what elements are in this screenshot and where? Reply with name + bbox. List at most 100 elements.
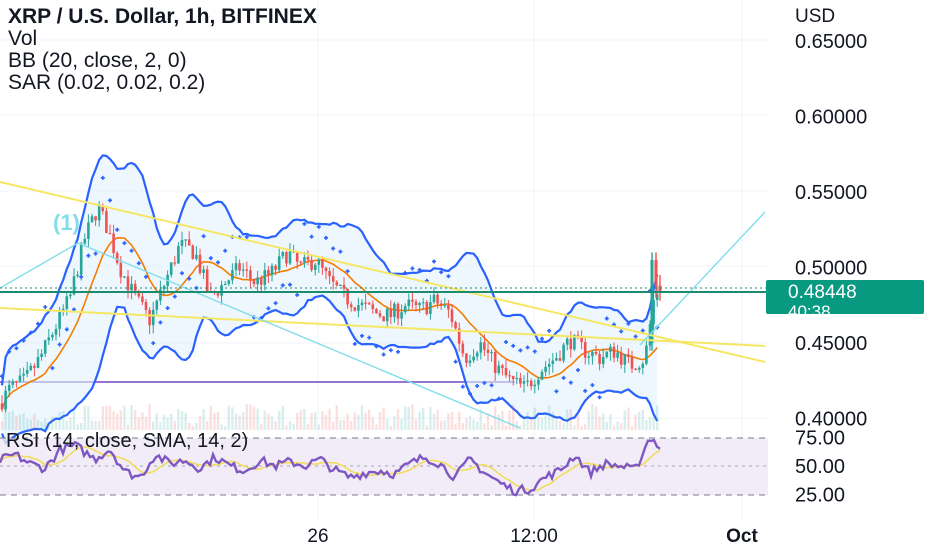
- candle-body: [216, 293, 220, 296]
- volume-bar: [490, 425, 493, 430]
- volume-bar: [605, 421, 608, 430]
- volume-bar: [339, 420, 342, 430]
- volume-bar: [569, 409, 572, 430]
- sar-dot: [158, 320, 163, 325]
- candle-body: [609, 346, 612, 352]
- candle-body: [342, 284, 346, 289]
- candle-body: [25, 369, 29, 374]
- volume-bar: [378, 411, 382, 430]
- candle-body: [432, 294, 436, 303]
- price-axis-tick: 0.60000: [795, 107, 867, 129]
- volume-bar: [616, 421, 619, 430]
- volume-bar: [551, 411, 554, 430]
- legend-sar[interactable]: SAR (0.02, 0.02, 0.2): [8, 71, 206, 94]
- volume-bar: [641, 409, 644, 430]
- volume-bar: [411, 404, 414, 430]
- sar-dot: [410, 266, 415, 271]
- candle-body: [364, 302, 367, 304]
- volume-bar: [468, 415, 472, 430]
- volume-bar: [440, 420, 443, 430]
- candle-body: [601, 357, 605, 365]
- volume-bar: [472, 419, 475, 430]
- volume-bar: [18, 414, 22, 430]
- channel-line-rise[interactable]: [0, 242, 79, 289]
- candle-body: [598, 353, 601, 365]
- candle-body: [490, 352, 493, 354]
- legend-bollinger[interactable]: BB (20, close, 2, 0): [8, 49, 187, 72]
- volume-bar: [602, 413, 605, 430]
- sar-dot: [216, 260, 220, 265]
- volume-bar: [450, 412, 454, 430]
- candle-body: [335, 281, 339, 286]
- volume-bar: [656, 405, 659, 430]
- volume-bar: [137, 417, 140, 430]
- candle-body: [411, 299, 414, 302]
- volume-bar: [209, 405, 212, 430]
- sar-dot: [165, 306, 170, 311]
- volume-bar: [231, 407, 234, 430]
- candle-body: [501, 365, 504, 369]
- volume-bar: [33, 413, 36, 430]
- candle-body: [627, 354, 630, 357]
- candle-body: [274, 265, 277, 270]
- candle-body: [544, 366, 547, 372]
- descending-trendline[interactable]: [0, 181, 766, 363]
- candle-body: [256, 277, 259, 285]
- support-trendline[interactable]: [0, 307, 766, 347]
- candle-body: [407, 299, 411, 307]
- volume-bar: [612, 425, 616, 430]
- volume-bar: [544, 414, 547, 430]
- channel-line-breakout[interactable]: [639, 211, 766, 346]
- volume-bar: [288, 421, 292, 430]
- legend-volume[interactable]: Vol: [8, 27, 38, 50]
- volume-bar: [62, 410, 65, 430]
- volume-bar: [26, 418, 29, 430]
- candle-body: [130, 283, 133, 291]
- candle-body: [479, 342, 483, 353]
- volume-bar: [245, 404, 248, 430]
- sar-dot: [136, 261, 141, 266]
- candle-body: [270, 265, 274, 276]
- candle-body: [241, 269, 245, 271]
- volume-bar: [587, 411, 590, 430]
- candle-body: [461, 343, 465, 354]
- volume-bar: [134, 409, 137, 430]
- volume-bar: [227, 405, 230, 430]
- volume-bar: [180, 411, 184, 430]
- volume-bar: [404, 406, 407, 430]
- time-axis-tick-oct: Oct: [726, 526, 758, 547]
- candle-body: [634, 368, 637, 370]
- volume-bar: [65, 420, 68, 430]
- volume-bar: [220, 424, 223, 430]
- volume-bar: [389, 425, 392, 430]
- volume-bar: [216, 411, 220, 430]
- volume-bar: [58, 412, 61, 430]
- candle-body: [511, 376, 515, 380]
- candle-body: [4, 390, 7, 410]
- candle-body: [515, 377, 519, 380]
- volume-bar: [249, 404, 252, 430]
- chart-title[interactable]: XRP / U.S. Dollar, 1h, BITFINEX: [8, 5, 317, 28]
- volume-bar: [512, 404, 515, 430]
- volume-bar: [80, 422, 83, 430]
- channel-line-fall[interactable]: [77, 242, 521, 429]
- volume-bar: [368, 410, 371, 430]
- volume-bar: [429, 407, 432, 430]
- volume-bar: [252, 406, 256, 430]
- volume-bar: [8, 412, 11, 430]
- volume-bar: [51, 416, 54, 430]
- volume-bar: [94, 420, 97, 430]
- rsi-axis-tick: 25.00: [795, 485, 845, 507]
- wave-annotation: (1): [53, 210, 80, 235]
- candle-body: [83, 238, 87, 244]
- candle-body: [15, 381, 18, 383]
- price-axis-background: [768, 0, 932, 520]
- sar-dot: [208, 256, 213, 261]
- candle-body: [393, 303, 396, 318]
- candle-body: [137, 293, 141, 297]
- candle-body: [101, 205, 105, 212]
- sar-dot: [396, 349, 400, 354]
- candle-body: [231, 270, 234, 281]
- candle-body: [281, 252, 285, 257]
